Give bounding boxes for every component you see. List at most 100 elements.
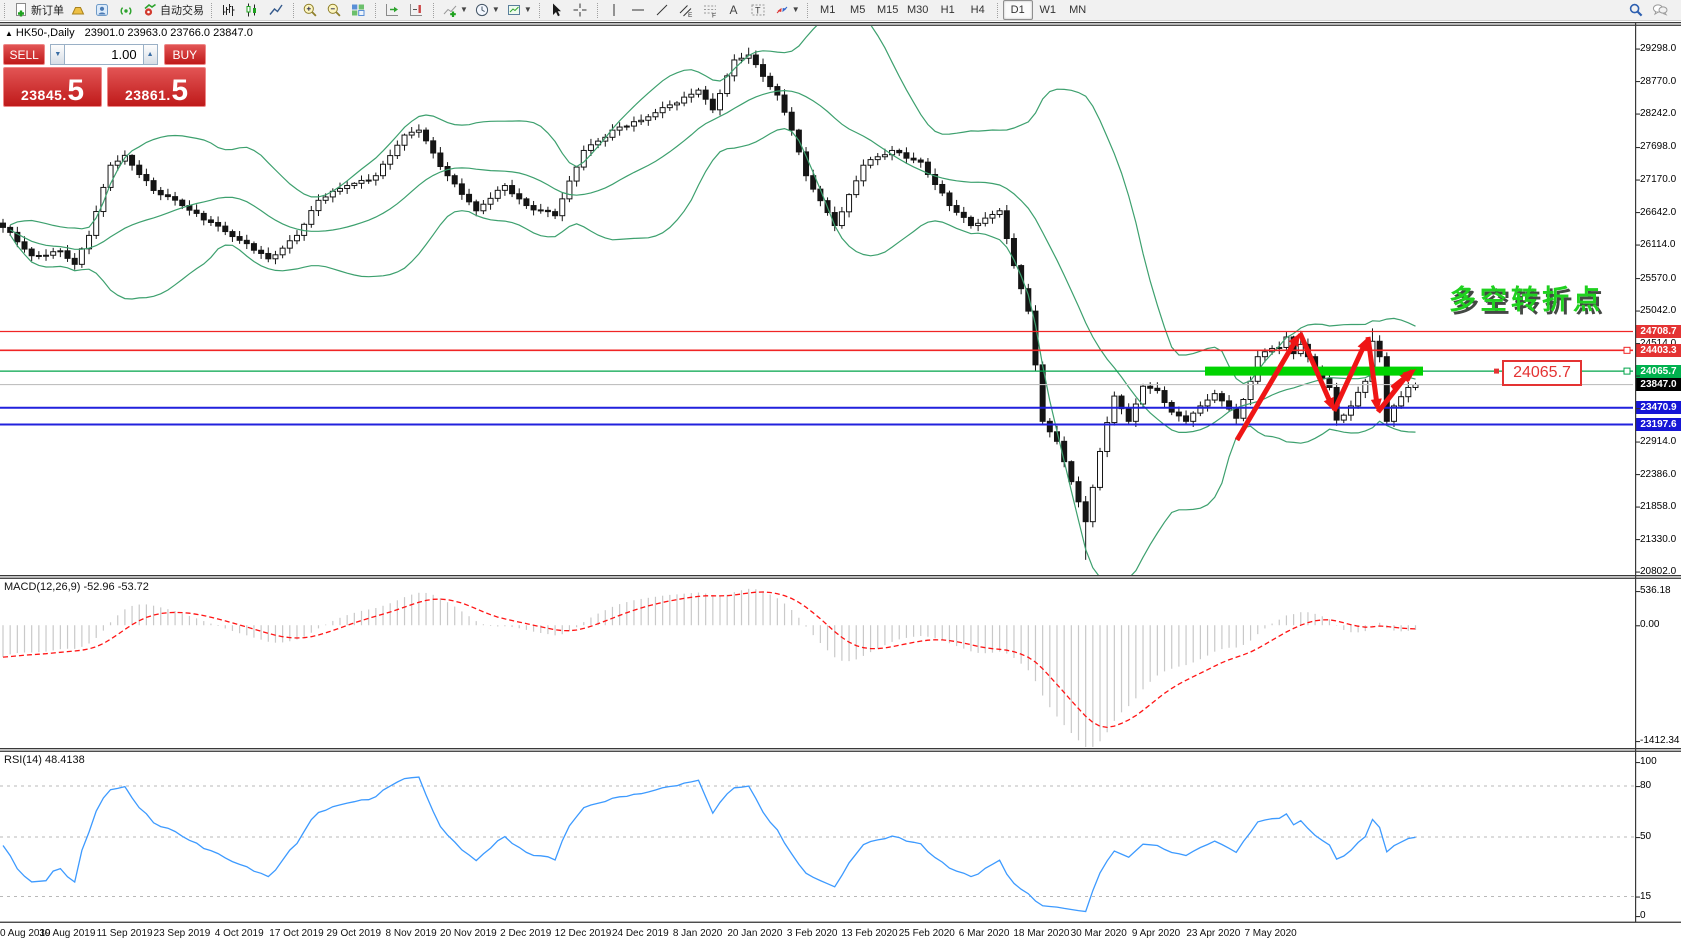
date-label: 23 Apr 2020 — [1186, 928, 1241, 939]
text-label-button[interactable]: T — [747, 0, 771, 20]
cursor-button[interactable] — [545, 0, 569, 20]
channel-icon: E — [678, 2, 694, 18]
zoom-out-button[interactable] — [323, 0, 347, 20]
vertical-line-button[interactable] — [603, 0, 627, 20]
gold-icon — [70, 2, 86, 18]
signal-button[interactable] — [115, 0, 139, 20]
timeframe-H1[interactable]: H1 — [940, 4, 955, 16]
timeframe-M15[interactable]: M15 — [876, 4, 899, 16]
buy-button[interactable]: BUY — [163, 44, 206, 65]
axis-tick-label: 20802.0 — [1640, 566, 1677, 578]
channel-button[interactable]: E — [675, 0, 699, 20]
date-label: 17 Oct 2019 — [269, 928, 324, 939]
fibonacci-button[interactable]: F — [699, 0, 723, 20]
arrows-button[interactable]: ▼ — [771, 0, 803, 20]
line-chart-button[interactable] — [265, 0, 289, 20]
date-label: 6 Mar 2020 — [958, 928, 1010, 939]
arrows-icon — [774, 2, 790, 18]
price-badge-24708.7: 24708.7 — [1636, 325, 1681, 339]
chevron-down-icon: ▼ — [491, 5, 500, 14]
date-label: 3 Feb 2020 — [786, 928, 838, 939]
panel-frames — [0, 22, 1681, 923]
timeframe-M1[interactable]: M1 — [820, 4, 836, 16]
trendline-button[interactable] — [651, 0, 675, 20]
indicators-button[interactable]: ▼ — [439, 0, 471, 20]
date-label: 2 Dec 2019 — [500, 928, 552, 939]
rsi-axis-label: 15 — [1640, 890, 1652, 902]
text-button[interactable]: A — [723, 0, 747, 20]
timeframe-M5[interactable]: M5 — [850, 4, 866, 16]
callout-handle[interactable] — [1494, 368, 1499, 374]
sell-price-button[interactable]: 23845. 5 — [3, 67, 102, 107]
market-depth-button[interactable] — [67, 0, 91, 20]
buy-price-button[interactable]: 23861. 5 — [107, 67, 206, 107]
template-icon — [506, 2, 522, 18]
volume-input[interactable]: 1.00 — [65, 44, 143, 65]
periods-button[interactable]: ▼ — [471, 0, 503, 20]
bar-chart-button[interactable] — [217, 0, 241, 20]
svg-text:E: E — [688, 12, 693, 18]
templates-button[interactable]: ▼ — [503, 0, 535, 20]
price-badge-23470.9: 23470.9 — [1636, 401, 1681, 415]
axis-tick-label: 22914.0 — [1640, 436, 1677, 447]
axis-tick-label: 21858.0 — [1640, 501, 1677, 512]
fibonacci-icon: F — [702, 2, 718, 18]
community-button[interactable] — [91, 0, 115, 20]
candlestick-icon — [244, 2, 260, 18]
candlestick-button[interactable] — [241, 0, 265, 20]
line-handle[interactable] — [1623, 367, 1631, 375]
trend-arrows[interactable] — [1234, 332, 1416, 442]
sell-button[interactable]: SELL — [3, 44, 46, 65]
chat-button[interactable] — [1649, 0, 1673, 20]
line-handle[interactable] — [1623, 346, 1631, 354]
toolbar-handle — [4, 2, 6, 18]
macd-series — [2, 588, 1417, 747]
date-label: 0 Aug 2019 — [0, 928, 51, 939]
symbol-info-line: ▲ HK50-,Daily 23901.0 23963.0 23766.0 2384… — [5, 27, 253, 39]
rsi-line — [2, 776, 1416, 913]
timeframe-W1[interactable]: W1 — [1039, 4, 1056, 16]
tile-windows-button[interactable] — [347, 0, 371, 20]
indicators-icon — [442, 2, 458, 18]
new-order-label: 新订单 — [31, 5, 64, 17]
price-badge-24403.3: 24403.3 — [1636, 343, 1681, 357]
auto-scroll-button[interactable] — [381, 0, 405, 20]
search-button[interactable] — [1625, 0, 1649, 20]
price-badge-24065.7: 24065.7 — [1636, 364, 1681, 378]
date-label: 23 Sep 2019 — [153, 928, 211, 939]
collapse-triangle-icon[interactable]: ▲ — [5, 29, 13, 38]
volume-increase-button[interactable]: ▲ — [142, 44, 158, 65]
zoom-in-button[interactable] — [299, 0, 323, 20]
axis-tick-label: 28770.0 — [1640, 75, 1677, 87]
rsi-axis-label: 0 — [1640, 910, 1646, 921]
timeframe-D1[interactable]: D1 — [1002, 0, 1033, 20]
chart-shift-button[interactable] — [405, 0, 429, 20]
date-label: 11 Sep 2019 — [96, 928, 153, 939]
chart-shift-icon — [408, 2, 424, 18]
horizontal-line-button[interactable] — [627, 0, 651, 20]
autotrading-button[interactable]: 自动交易 — [139, 0, 207, 20]
volume-decrease-button[interactable]: ▼ — [50, 44, 66, 65]
price-badge-23847.0: 23847.0 — [1636, 378, 1681, 392]
chat-icon — [1652, 2, 1668, 18]
date-label: 4 Oct 2019 — [214, 928, 264, 939]
timeframe-M30[interactable]: M30 — [906, 4, 929, 16]
auto-scroll-icon — [384, 2, 400, 18]
crosshair-icon — [572, 2, 588, 18]
tile-windows-icon — [350, 2, 366, 18]
date-label: 30 Aug 2019 — [39, 928, 96, 939]
timeframe-H4[interactable]: H4 — [970, 4, 985, 16]
autotrading-label: 自动交易 — [160, 5, 204, 17]
text-label-icon: T — [750, 2, 766, 18]
price-callout[interactable]: 24065.7 — [1502, 360, 1582, 386]
chinese-annotation[interactable]: 多空转折点 — [1449, 285, 1604, 315]
new-order-button[interactable]: 新订单 — [10, 0, 67, 20]
timeframe-MN[interactable]: MN — [1069, 4, 1087, 16]
rsi-axis-label: 80 — [1640, 780, 1652, 791]
svg-text:T: T — [755, 6, 761, 16]
crosshair-button[interactable] — [569, 0, 593, 20]
axis-tick-label: 26114.0 — [1640, 239, 1676, 250]
svg-text:A: A — [729, 3, 737, 17]
trendline-icon — [654, 2, 670, 18]
